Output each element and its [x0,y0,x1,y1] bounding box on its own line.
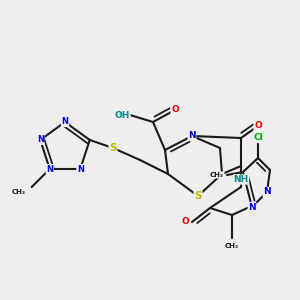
Text: CH₃: CH₃ [210,172,224,178]
Text: OH: OH [115,110,130,119]
Text: CH₃: CH₃ [12,189,26,195]
Text: O: O [181,218,189,226]
Text: N: N [263,188,271,196]
Text: CH₃: CH₃ [225,243,239,249]
Text: N: N [61,118,68,127]
Text: O: O [254,122,262,130]
Text: Cl: Cl [253,134,263,142]
Text: N: N [188,131,196,140]
Text: N: N [37,136,44,145]
Text: S: S [194,191,202,201]
Text: N: N [248,202,256,211]
Text: N: N [46,164,53,173]
Text: O: O [171,106,179,115]
Text: N: N [77,164,84,173]
Text: NH: NH [233,175,249,184]
Text: S: S [109,143,117,153]
